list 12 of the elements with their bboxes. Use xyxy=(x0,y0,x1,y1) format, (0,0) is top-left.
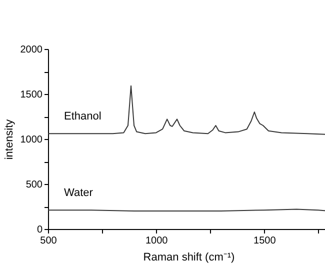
x-tick-label: 500 xyxy=(40,236,58,246)
x-tick-label: 1500 xyxy=(254,236,276,246)
x-tick-label: 1000 xyxy=(145,236,168,246)
y-axis-title: intensity xyxy=(3,118,16,160)
x-axis-title: Raman shift (cm⁻¹) xyxy=(143,252,235,264)
series-label: Water xyxy=(64,187,94,200)
y-tick-label: 500 xyxy=(26,180,43,190)
y-tick-label: 1500 xyxy=(20,90,43,100)
series-label: Ethanol xyxy=(64,110,102,123)
y-tick-label: 2000 xyxy=(20,44,43,56)
y-tick-label: 1000 xyxy=(20,134,43,146)
y-tick-label: 0 xyxy=(36,224,43,236)
